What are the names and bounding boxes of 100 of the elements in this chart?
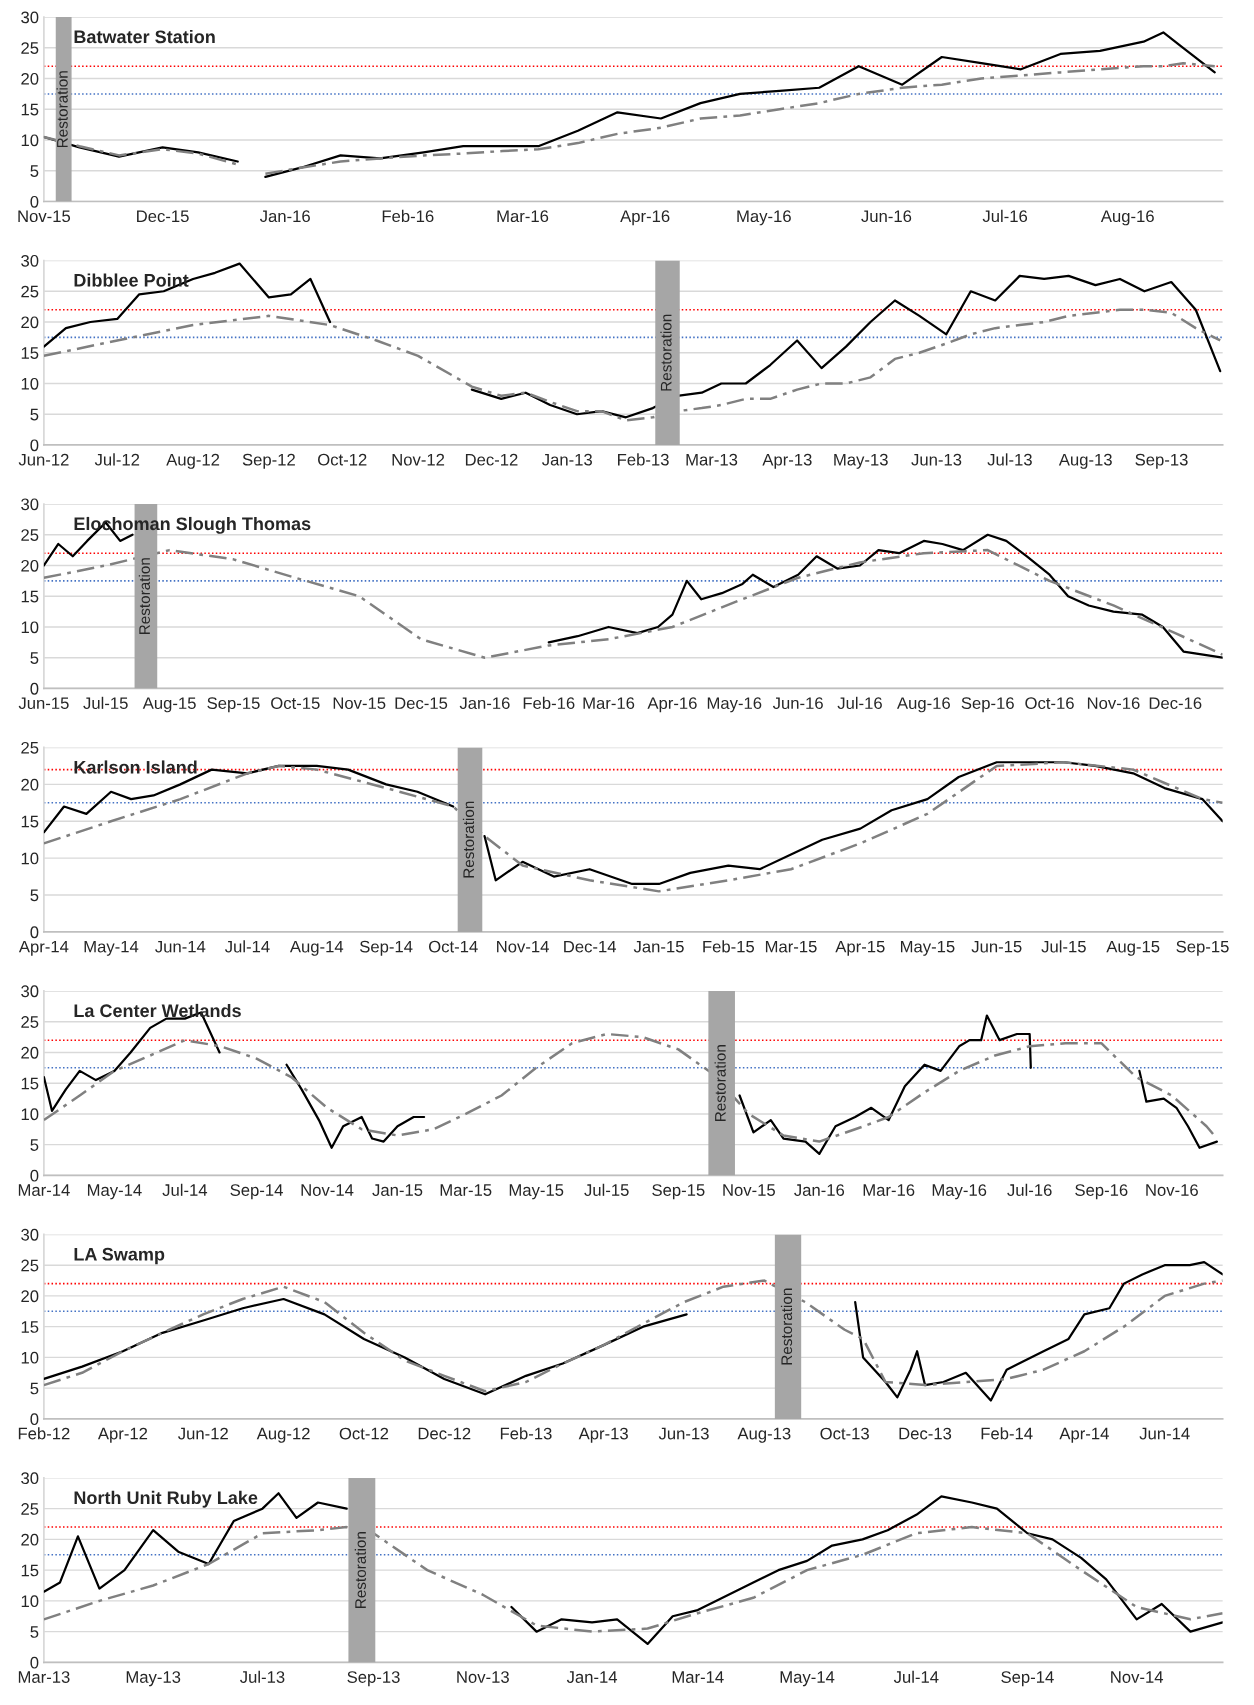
y-tick-label: 5 [30, 165, 39, 177]
x-tick-label: Jun-14 [1139, 1427, 1190, 1440]
y-tick-label: 15 [21, 1077, 39, 1090]
x-tick-label: Jun-15 [971, 940, 1022, 953]
band-label: Restoration [780, 1288, 793, 1365]
x-tick-label: Aug-14 [289, 940, 344, 956]
y-tick-label: 20 [21, 1533, 39, 1546]
y-tick-label: 25 [21, 529, 39, 541]
y-tick-label: 10 [21, 621, 39, 634]
x-tick-label: Oct-13 [820, 1427, 869, 1440]
y-tick-label: 10 [21, 134, 39, 147]
x-tick-label: May-13 [834, 453, 888, 469]
y-tick-label: 15 [21, 103, 39, 116]
y-tick-label: 0 [30, 1169, 39, 1182]
y-tick-label: 0 [30, 682, 39, 695]
x-tick-label: Jun-15 [18, 697, 69, 710]
y-tick-label: 5 [30, 1139, 39, 1151]
y-tick-label: 10 [21, 1595, 39, 1608]
y-tick-label: 10 [21, 377, 39, 390]
x-tick-label: Mar-16 [863, 1184, 915, 1196]
y-tick-label: 10 [21, 852, 39, 865]
x-tick-label: Aug-16 [897, 697, 950, 713]
band-label: Restoration [138, 558, 150, 635]
band-label: Restoration [660, 314, 672, 391]
y-tick-label: 5 [30, 1382, 39, 1395]
x-tick-label: Jan-13 [542, 453, 592, 466]
x-tick-label: Feb-13 [618, 453, 669, 466]
y-tick-label: 10 [21, 1351, 39, 1364]
x-tick-label: Jul-13 [240, 1670, 285, 1683]
x-tick-label: Dec-12 [465, 453, 518, 466]
y-tick-label: 20 [21, 1046, 39, 1059]
x-tick-label: Jul-13 [987, 453, 1032, 466]
band-label: Restoration [714, 1045, 726, 1121]
x-tick-label: Jun-13 [911, 453, 962, 466]
y-tick-label: 5 [30, 1626, 39, 1638]
x-tick-label: Mar-15 [765, 940, 817, 953]
y-tick-label: 30 [21, 985, 39, 998]
text: LA Swamp [74, 1247, 165, 1265]
x-tick-label: Aug-12 [256, 1427, 310, 1443]
x-tick-label: May-14 [780, 1671, 835, 1687]
x-tick-label: Jul-14 [162, 1183, 208, 1196]
x-tick-label: Jan-16 [259, 210, 310, 223]
x-tick-label: Apr-13 [578, 1427, 628, 1443]
y-tick-label: 15 [21, 347, 39, 359]
x-tick-label: Mar-15 [440, 1184, 492, 1196]
y-tick-label: 25 [21, 1503, 39, 1515]
y-tick-label: 30 [21, 11, 39, 24]
y-tick-label: 15 [21, 1321, 39, 1333]
x-tick-label: Mar-16 [583, 697, 635, 710]
x-tick-label: Jun-13 [658, 1427, 709, 1440]
text: Dibblee Point [74, 273, 189, 287]
x-tick-label: Sep-13 [347, 1671, 400, 1687]
y-tick-label: 0 [30, 439, 39, 452]
x-tick-label: Jul-16 [982, 209, 1028, 223]
x-tick-label: Dec-15 [137, 210, 189, 223]
x-tick-label: Jan-15 [633, 940, 684, 953]
x-tick-label: May-15 [509, 1184, 564, 1200]
y-tick-label: 30 [21, 1228, 39, 1241]
y-tick-label: 30 [21, 1472, 39, 1485]
x-tick-label: Apr-13 [762, 453, 812, 469]
x-tick-label: Jan-16 [794, 1184, 845, 1196]
x-tick-label: Nov-14 [497, 940, 549, 953]
x-tick-label: Oct-14 [429, 940, 478, 953]
y-tick-label: 25 [21, 741, 39, 754]
x-tick-label: Mar-13 [686, 453, 738, 466]
x-tick-label: Jun-12 [178, 1427, 228, 1440]
x-tick-label: Aug-13 [737, 1427, 791, 1443]
y-tick-label: 30 [21, 254, 39, 267]
x-tick-label: Sep-12 [242, 453, 295, 469]
x-tick-label: Feb-16 [382, 209, 434, 223]
x-tick-label: Dec-12 [418, 1427, 471, 1440]
x-tick-label: Aug-13 [1058, 453, 1112, 469]
x-tick-label: Sep-15 [652, 1184, 705, 1200]
x-tick-label: Feb-13 [500, 1427, 552, 1440]
y-tick-label: 20 [21, 559, 39, 572]
text: Karlson Island [74, 760, 197, 774]
text: La Center Wetlands [74, 1003, 241, 1018]
x-tick-label: Nov-14 [1111, 1671, 1164, 1683]
y-tick-label: 30 [21, 498, 39, 511]
text: Elochoman Slough Thomas [74, 516, 311, 534]
x-tick-label: Mar-14 [18, 1184, 70, 1196]
text: North Unit Ruby Lake [74, 1490, 258, 1508]
x-tick-label: Dec-15 [395, 697, 448, 710]
x-tick-label: May-16 [737, 210, 791, 226]
line-series [43, 548, 1223, 659]
x-tick-label: Jun-16 [772, 697, 823, 710]
line-series [43, 308, 1222, 422]
x-tick-label: Apr-15 [835, 940, 885, 956]
x-tick-label: Feb-14 [981, 1427, 1033, 1440]
x-tick-label: Mar-16 [497, 210, 549, 223]
x-tick-label: Jul-14 [225, 940, 270, 953]
y-tick-label: 25 [21, 42, 39, 54]
x-tick-label: Apr-16 [620, 210, 670, 226]
x-tick-label: Feb-15 [703, 940, 755, 953]
x-tick-label: Aug-15 [1106, 940, 1160, 956]
x-tick-label: Jan-15 [372, 1184, 423, 1196]
y-tick-label: 15 [21, 815, 39, 828]
y-tick-label: 0 [30, 926, 39, 939]
x-tick-label: Apr-14 [1059, 1427, 1109, 1443]
x-tick-label: May-13 [126, 1671, 181, 1687]
